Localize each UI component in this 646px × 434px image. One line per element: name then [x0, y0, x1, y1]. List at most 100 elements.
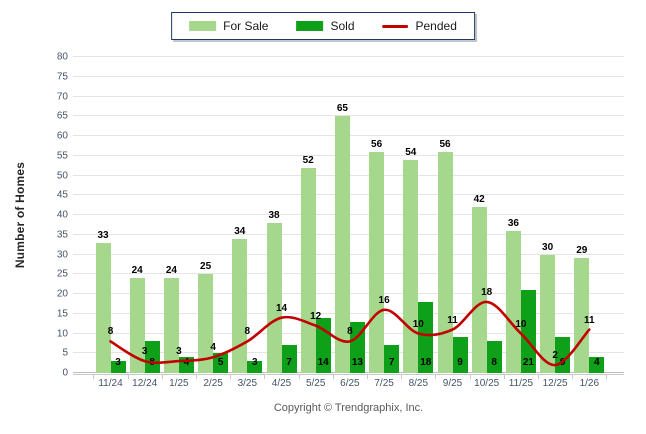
legend-label-sold: Sold: [330, 19, 355, 33]
legend-label-for-sale: For Sale: [223, 19, 269, 33]
for-sale-value-label: 56: [439, 138, 451, 150]
x-tick-label: 12/24: [132, 378, 158, 389]
x-axis-tick: [298, 375, 300, 379]
x-tick-label: 6/25: [340, 378, 360, 389]
for-sale-bar: [437, 151, 453, 373]
x-axis-tick: [230, 375, 232, 379]
for-sale-bar: [95, 242, 111, 373]
y-tick-label: 75: [56, 71, 68, 83]
for-sale-value-label: 56: [371, 138, 383, 150]
sold-bar: [384, 345, 400, 373]
pended-line-layer: [109, 300, 591, 367]
sold-value-label: 3: [252, 357, 258, 368]
x-tick-label: 4/25: [271, 378, 292, 389]
for-sale-value-label: 30: [542, 241, 554, 253]
sold-swatch-icon: [296, 21, 324, 31]
y-tick-label: 60: [56, 130, 68, 142]
pended-line: [109, 300, 591, 367]
x-axis-tick: [435, 375, 437, 379]
for-sale-value-label: 38: [268, 209, 280, 221]
for-sale-bar: [163, 278, 179, 373]
y-tick-label: 55: [56, 150, 68, 162]
sold-value-label: 21: [522, 357, 534, 368]
grid-line: [73, 95, 624, 97]
sold-value-label: 7: [286, 357, 292, 368]
pended-value-label: 8: [107, 326, 114, 338]
y-tick-label: 15: [56, 308, 68, 320]
sold-value-label: 4: [594, 357, 600, 368]
pended-value-label: 16: [378, 294, 390, 306]
x-tick-label: 11/24: [98, 378, 123, 389]
pended-value-label: 8: [244, 326, 251, 338]
for-sale-value-label: 34: [234, 225, 246, 237]
x-axis-tick: [572, 375, 574, 379]
x-tick-label: 11/25: [508, 378, 534, 389]
x-axis-tick: [196, 375, 197, 379]
pended-value-label: 12: [310, 310, 322, 322]
for-sale-bar: [505, 230, 521, 373]
y-tick-label: 10: [56, 328, 68, 339]
sold-bar: [486, 341, 502, 373]
grid-line: [73, 56, 624, 57]
sold-value-label: 18: [420, 357, 432, 368]
x-axis-tick: [264, 375, 266, 379]
pended-line-swatch-icon: [382, 24, 409, 28]
sold-value-label: 14: [317, 357, 329, 368]
for-sale-bar: [266, 222, 282, 373]
sold-bar: [418, 301, 434, 373]
for-sale-swatch-icon: [189, 21, 217, 31]
x-tick-label: 2/25: [203, 378, 223, 389]
for-sale-bar: [403, 159, 419, 373]
sold-bar: [281, 345, 297, 373]
x-tick-label: 1/25: [169, 378, 189, 389]
x-tick-label: 3/25: [237, 378, 258, 389]
y-tick-label: 45: [56, 189, 68, 201]
x-tick-label: 1/26: [579, 378, 600, 389]
x-axis-tick: [161, 375, 163, 379]
sold-value-label: 13: [351, 357, 363, 368]
for-sale-value-label: 65: [336, 103, 348, 115]
sold-value-label: 7: [388, 357, 395, 368]
y-tick-label: 5: [62, 347, 68, 359]
pended-value-label: 18: [481, 286, 493, 298]
x-tick-label: 8/25: [408, 378, 429, 389]
sold-value-label: 5: [217, 357, 224, 368]
pended-value-label: 11: [584, 314, 595, 326]
x-tick-label: 10/25: [474, 378, 500, 389]
grid-line: [73, 75, 624, 77]
y-tick-label: 65: [56, 110, 68, 122]
x-axis-tick: [367, 375, 368, 379]
for-sale-value-label: 25: [200, 261, 212, 273]
sold-value-label: 4: [183, 357, 190, 368]
for-sale-bar: [198, 274, 214, 373]
sold-bar: [144, 341, 160, 373]
x-axis-tick: [332, 375, 334, 379]
y-tick-label: 30: [56, 249, 68, 260]
for-sale-bar: [334, 116, 350, 373]
y-tick-label: 35: [56, 229, 68, 241]
x-axis-tick: [469, 375, 471, 379]
copyright-text: Copyright © Trendgraphix, Inc.: [273, 402, 424, 414]
y-tick-label: 25: [56, 268, 68, 280]
for-sale-value-label: 24: [131, 265, 143, 277]
x-axis-tick: [127, 375, 129, 379]
x-tick-label: 5/25: [305, 378, 326, 389]
sold-bar: [213, 353, 229, 373]
pended-value-label: 10: [515, 318, 527, 330]
for-sale-value-label: 52: [302, 154, 314, 166]
legend-item-sold: Sold: [296, 19, 355, 33]
sold-bar: [247, 361, 263, 373]
for-sale-bar: [540, 254, 556, 373]
for-sale-bar: [232, 238, 248, 373]
legend-item-pended: Pended: [382, 19, 457, 33]
x-axis-tick: [538, 375, 539, 379]
legend: For Sale Sold Pended: [171, 12, 475, 40]
x-axis-tick: [401, 375, 403, 379]
x-axis-tick: [503, 375, 505, 379]
y-tick-label: 50: [56, 170, 68, 181]
plot-area: 33 3 24 8 24 4 25 5 34 3 38 7 52 14 65 13 56 7 54 18 56 9 42 8 3…: [73, 56, 624, 373]
y-tick-label: 70: [56, 91, 68, 102]
grid-line: [73, 115, 624, 117]
for-sale-value-label: 54: [405, 146, 417, 158]
